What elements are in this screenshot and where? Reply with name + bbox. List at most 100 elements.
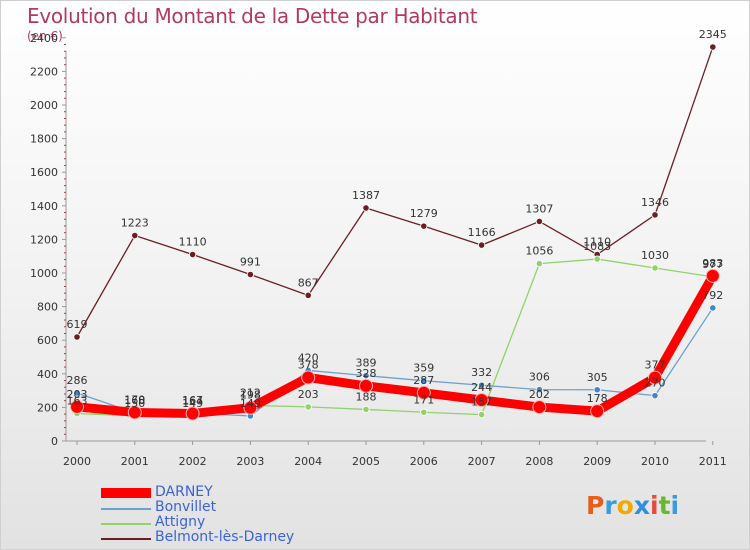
logo-letter: t bbox=[658, 491, 671, 520]
logo-letter: o bbox=[616, 491, 634, 520]
data-label-darney: 244 bbox=[471, 381, 492, 394]
legend-item-darney: DARNEY bbox=[101, 485, 321, 501]
point-attigny bbox=[362, 405, 370, 414]
data-label-bonvillet: 286 bbox=[67, 374, 88, 387]
data-label-bonvillet: 420 bbox=[298, 351, 319, 364]
data-label-darney: 328 bbox=[356, 367, 377, 380]
data-label-bonvillet: 389 bbox=[356, 357, 377, 370]
unit-label: (en €) bbox=[27, 29, 63, 43]
x-tick-label: 2008 bbox=[525, 455, 553, 468]
point-bonvillet bbox=[420, 377, 428, 385]
data-label-darney: 378 bbox=[298, 358, 319, 371]
data-label-belmont-l-s-darney: 1223 bbox=[121, 217, 149, 230]
x-tick-label: 2010 bbox=[641, 455, 669, 468]
y-tick-label: 600 bbox=[37, 334, 58, 347]
point-darney bbox=[359, 378, 373, 393]
legend-label-darney: DARNEY bbox=[155, 484, 213, 500]
y-tick-label: 1200 bbox=[30, 233, 58, 246]
point-attigny bbox=[593, 255, 601, 263]
data-label-darney: 170 bbox=[124, 393, 145, 406]
data-label-bonvillet: 305 bbox=[587, 371, 608, 384]
y-tick-label: 0 bbox=[51, 435, 58, 448]
y-tick-label: 200 bbox=[37, 401, 58, 414]
point-darney bbox=[705, 268, 720, 283]
legend-swatch-darney bbox=[101, 488, 151, 498]
data-label-bonvillet: 306 bbox=[529, 371, 550, 384]
data-label-attigny: 1083 bbox=[583, 240, 611, 253]
proxiti-logo: Proxiti bbox=[586, 491, 679, 520]
data-label-bonvillet: 270 bbox=[645, 377, 666, 390]
data-label-bonvillet: 332 bbox=[471, 366, 492, 379]
point-bonvillet bbox=[593, 386, 601, 394]
legend-label-attigny: Attigny bbox=[155, 514, 206, 530]
data-label-belmont-l-s-darney: 1307 bbox=[525, 202, 553, 215]
data-label-attigny: 150 bbox=[124, 397, 145, 410]
data-label-attigny: 1030 bbox=[641, 249, 669, 262]
y-tick-label: 1000 bbox=[30, 267, 58, 280]
point-belmont-l-s-darney bbox=[535, 217, 544, 226]
y-tick-label: 1800 bbox=[30, 133, 58, 146]
data-label-attigny: 171 bbox=[413, 393, 434, 406]
point-bonvillet bbox=[535, 385, 544, 394]
point-belmont-l-s-darney bbox=[189, 250, 197, 259]
point-bonvillet bbox=[73, 389, 81, 397]
legend-item-belmont: Belmont-lès-Darney bbox=[101, 530, 321, 546]
legend-label-bonvillet: Bonvillet bbox=[155, 499, 217, 515]
data-label-belmont-l-s-darney: 1279 bbox=[410, 207, 438, 220]
point-belmont-l-s-darney bbox=[709, 43, 717, 51]
x-tick-label: 2004 bbox=[294, 455, 322, 468]
y-tick-label: 2000 bbox=[30, 99, 58, 112]
x-tick-label: 2009 bbox=[583, 455, 611, 468]
legend-swatch-bonvillet bbox=[101, 508, 151, 510]
logo-letter: P bbox=[586, 491, 605, 520]
data-label-belmont-l-s-darney: 2345 bbox=[699, 28, 727, 41]
point-attigny bbox=[420, 408, 428, 416]
data-label-attigny: 163 bbox=[67, 395, 88, 408]
series-lines bbox=[72, 46, 718, 418]
y-tick-label: 400 bbox=[37, 368, 58, 381]
chart-title: Evolution du Montant de la Dette par Hab… bbox=[27, 4, 478, 28]
data-label-attigny: 203 bbox=[298, 388, 319, 401]
data-label-belmont-l-s-darney: 1110 bbox=[583, 236, 611, 249]
logo-letter: i bbox=[670, 491, 680, 520]
legend-swatch-attigny bbox=[101, 523, 151, 525]
y-tick-label: 800 bbox=[37, 301, 58, 314]
point-darney bbox=[243, 400, 258, 415]
data-label-belmont-l-s-darney: 1166 bbox=[468, 226, 496, 239]
point-darney bbox=[416, 385, 431, 400]
logo-letter: x bbox=[633, 491, 650, 520]
logo-letter: i bbox=[650, 491, 659, 520]
legend-item-attigny: Attigny bbox=[101, 515, 321, 531]
axes: 0 200 400 600 800 1000 1200 1400 1600 1800 2000 220… bbox=[30, 32, 727, 468]
data-label-bonvillet: 167 bbox=[182, 394, 203, 407]
point-darney bbox=[648, 370, 662, 385]
point-belmont-l-s-darney bbox=[73, 333, 81, 341]
data-label-bonvillet: 149 bbox=[240, 397, 261, 410]
point-darney bbox=[185, 406, 200, 421]
legend-label-belmont: Belmont-lès-Darney bbox=[155, 529, 295, 545]
series-line-darney bbox=[72, 271, 718, 418]
series-line-belmont-l-s-darney bbox=[76, 46, 714, 338]
data-label-attigny: 157 bbox=[471, 396, 492, 409]
logo-letter: r bbox=[604, 491, 617, 520]
data-label-darney: 164 bbox=[182, 394, 203, 407]
data-label-belmont-l-s-darney: 1346 bbox=[641, 196, 669, 209]
x-tick-label: 2006 bbox=[410, 455, 438, 468]
point-darney bbox=[301, 370, 316, 385]
series-points bbox=[70, 43, 720, 421]
point-bonvillet bbox=[709, 304, 717, 312]
point-belmont-l-s-darney bbox=[131, 231, 139, 240]
data-label-attigny: 1056 bbox=[525, 245, 553, 258]
data-label-attigny: 188 bbox=[356, 390, 377, 403]
point-attigny bbox=[651, 264, 659, 272]
data-label-darney: 377 bbox=[645, 359, 666, 372]
data-label-belmont-l-s-darney: 1110 bbox=[179, 236, 207, 249]
legend-swatch-belmont bbox=[101, 538, 151, 540]
data-label-bonvillet: 792 bbox=[702, 289, 723, 302]
data-label-attigny: 149 bbox=[182, 397, 203, 410]
data-label-belmont-l-s-darney: 619 bbox=[67, 318, 88, 331]
x-tick-label: 2007 bbox=[468, 455, 496, 468]
x-tick-label: 2001 bbox=[121, 455, 149, 468]
